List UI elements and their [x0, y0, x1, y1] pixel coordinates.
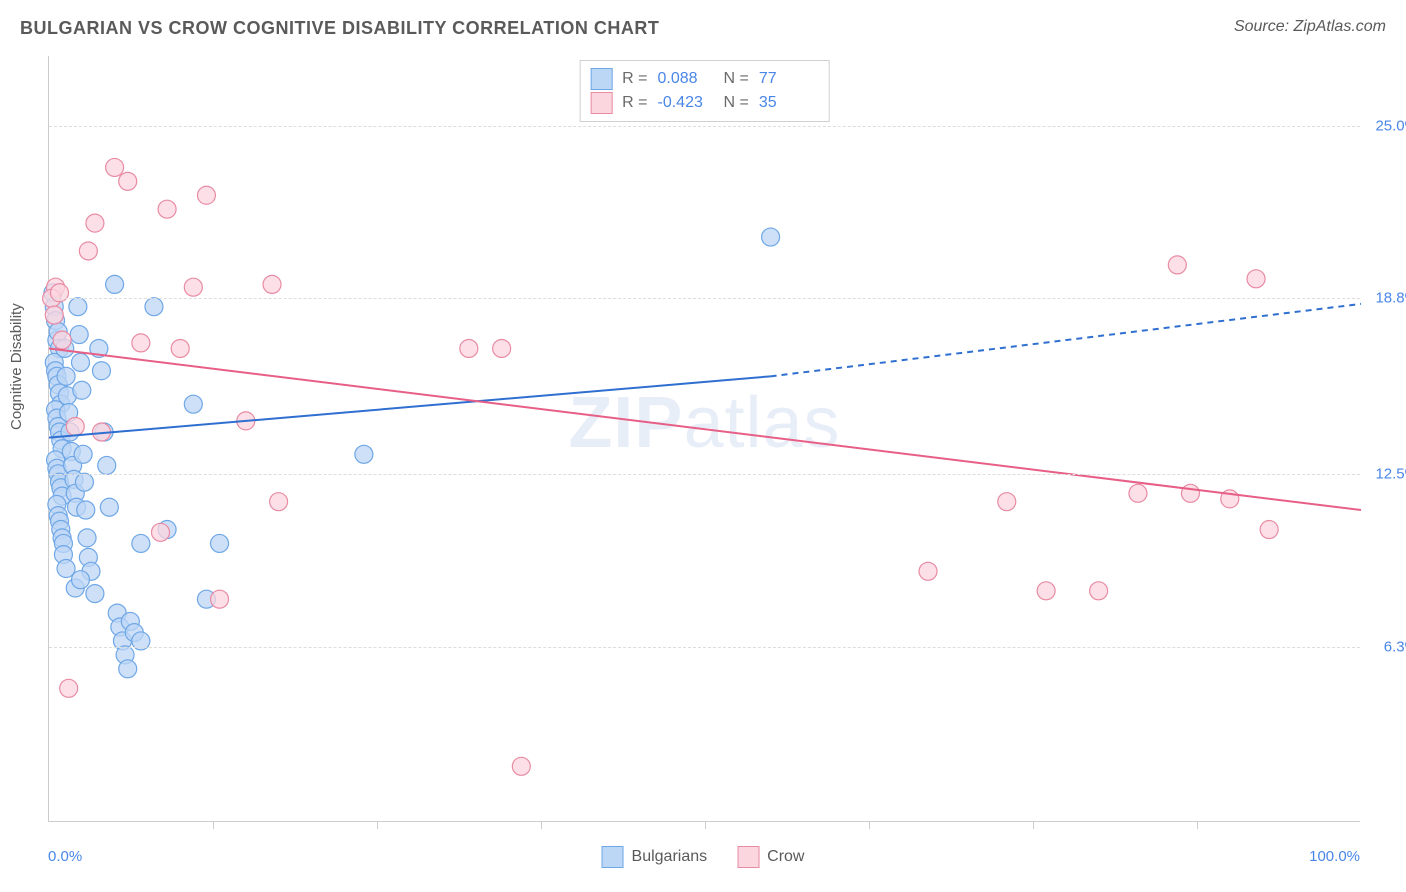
- y-tick-label: 18.8%: [1375, 290, 1406, 307]
- chart-title: BULGARIAN VS CROW COGNITIVE DISABILITY C…: [20, 18, 659, 39]
- data-point-crow: [512, 757, 530, 775]
- data-point-crow: [86, 214, 104, 232]
- data-point-crow: [1247, 270, 1265, 288]
- data-point-bulgarians: [100, 498, 118, 516]
- x-tick: [1033, 821, 1034, 829]
- data-point-crow: [171, 339, 189, 357]
- data-point-crow: [197, 186, 215, 204]
- data-point-bulgarians: [92, 362, 110, 380]
- data-point-crow: [119, 172, 137, 190]
- data-point-bulgarians: [75, 473, 93, 491]
- data-point-crow: [66, 417, 84, 435]
- data-point-bulgarians: [74, 445, 92, 463]
- x-tick: [541, 821, 542, 829]
- y-tick-label: 6.3%: [1384, 638, 1406, 655]
- data-point-crow: [1260, 521, 1278, 539]
- x-tick: [705, 821, 706, 829]
- trendline-bulgarians: [49, 376, 771, 437]
- stats-N-bulgarians: 77: [759, 67, 815, 91]
- data-point-bulgarians: [355, 445, 373, 463]
- gridline: [49, 647, 1360, 648]
- stats-R-label-2: R =: [622, 91, 647, 115]
- data-point-crow: [493, 339, 511, 357]
- chart-container: BULGARIAN VS CROW COGNITIVE DISABILITY C…: [0, 0, 1406, 892]
- stats-R-bulgarians: 0.088: [658, 67, 714, 91]
- legend-label-bulgarians: Bulgarians: [632, 848, 708, 866]
- data-point-crow: [60, 679, 78, 697]
- y-tick-label: 25.0%: [1375, 117, 1406, 134]
- data-point-bulgarians: [106, 275, 124, 293]
- x-tick: [869, 821, 870, 829]
- data-point-crow: [132, 334, 150, 352]
- gridline: [49, 126, 1360, 127]
- data-point-bulgarians: [184, 395, 202, 413]
- data-point-bulgarians: [73, 381, 91, 399]
- data-point-crow: [998, 493, 1016, 511]
- legend-item-crow: Crow: [737, 846, 804, 868]
- data-point-crow: [79, 242, 97, 260]
- data-point-bulgarians: [69, 298, 87, 316]
- data-point-crow: [106, 158, 124, 176]
- bottom-legend: Bulgarians Crow: [602, 846, 805, 868]
- data-point-bulgarians: [211, 534, 229, 552]
- chart-source: Source: ZipAtlas.com: [1234, 18, 1386, 36]
- data-point-bulgarians: [71, 353, 89, 371]
- y-axis-label: Cognitive Disability: [8, 303, 25, 430]
- data-point-crow: [1037, 582, 1055, 600]
- data-point-crow: [152, 523, 170, 541]
- scatter-svg: [49, 56, 1360, 821]
- data-point-crow: [919, 562, 937, 580]
- data-point-crow: [184, 278, 202, 296]
- legend-label-crow: Crow: [767, 848, 804, 866]
- x-axis-max-label: 100.0%: [1309, 848, 1360, 865]
- swatch-crow: [590, 92, 612, 114]
- data-point-crow: [1168, 256, 1186, 274]
- data-point-bulgarians: [132, 534, 150, 552]
- data-point-crow: [460, 339, 478, 357]
- data-point-bulgarians: [70, 326, 88, 344]
- plot-area: ZIPatlas R = 0.088 N = 77 R = -0.423 N =…: [48, 56, 1360, 822]
- data-point-bulgarians: [57, 367, 75, 385]
- swatch-bulgarians: [590, 68, 612, 90]
- data-point-crow: [1090, 582, 1108, 600]
- data-point-bulgarians: [77, 501, 95, 519]
- stats-R-label: R =: [622, 67, 647, 91]
- data-point-bulgarians: [762, 228, 780, 246]
- data-point-bulgarians: [98, 456, 116, 474]
- stats-legend-box: R = 0.088 N = 77 R = -0.423 N = 35: [579, 60, 830, 122]
- data-point-crow: [211, 590, 229, 608]
- data-point-bulgarians: [86, 585, 104, 603]
- data-point-crow: [1181, 484, 1199, 502]
- stats-N-label-2: N =: [724, 91, 749, 115]
- x-tick: [213, 821, 214, 829]
- legend-swatch-crow: [737, 846, 759, 868]
- x-axis-min-label: 0.0%: [48, 848, 82, 865]
- legend-swatch-bulgarians: [602, 846, 624, 868]
- x-tick: [1197, 821, 1198, 829]
- data-point-crow: [270, 493, 288, 511]
- data-point-bulgarians: [119, 660, 137, 678]
- stats-row-bulgarians: R = 0.088 N = 77: [590, 67, 815, 91]
- data-point-crow: [158, 200, 176, 218]
- data-point-crow: [263, 275, 281, 293]
- data-point-crow: [45, 306, 63, 324]
- legend-item-bulgarians: Bulgarians: [602, 846, 708, 868]
- data-point-crow: [53, 331, 71, 349]
- stats-N-label: N =: [724, 67, 749, 91]
- stats-N-crow: 35: [759, 91, 815, 115]
- data-point-bulgarians: [71, 571, 89, 589]
- trendline-dashed-bulgarians: [771, 304, 1361, 376]
- y-tick-label: 12.5%: [1375, 465, 1406, 482]
- data-point-crow: [1129, 484, 1147, 502]
- gridline: [49, 298, 1360, 299]
- stats-R-crow: -0.423: [658, 91, 714, 115]
- data-point-bulgarians: [78, 529, 96, 547]
- stats-row-crow: R = -0.423 N = 35: [590, 91, 815, 115]
- data-point-bulgarians: [145, 298, 163, 316]
- gridline: [49, 474, 1360, 475]
- x-tick: [377, 821, 378, 829]
